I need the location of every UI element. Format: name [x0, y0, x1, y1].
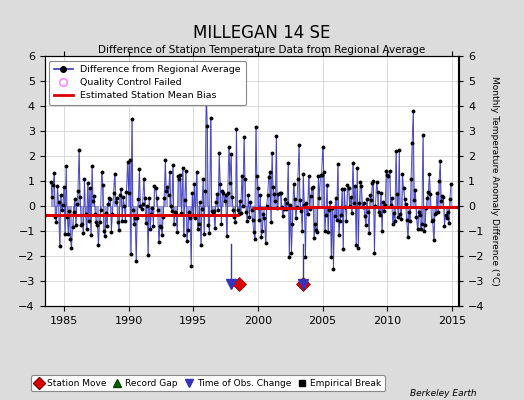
Text: Difference of Station Temperature Data from Regional Average: Difference of Station Temperature Data f… — [99, 45, 425, 55]
Y-axis label: Monthly Temperature Anomaly Difference (°C): Monthly Temperature Anomaly Difference (… — [489, 76, 499, 286]
Legend: Difference from Regional Average, Quality Control Failed, Estimated Station Mean: Difference from Regional Average, Qualit… — [49, 61, 246, 105]
Text: Berkeley Earth: Berkeley Earth — [410, 389, 477, 398]
Text: MILLEGAN 14 SE: MILLEGAN 14 SE — [193, 24, 331, 42]
Legend: Station Move, Record Gap, Time of Obs. Change, Empirical Break: Station Move, Record Gap, Time of Obs. C… — [31, 375, 385, 392]
